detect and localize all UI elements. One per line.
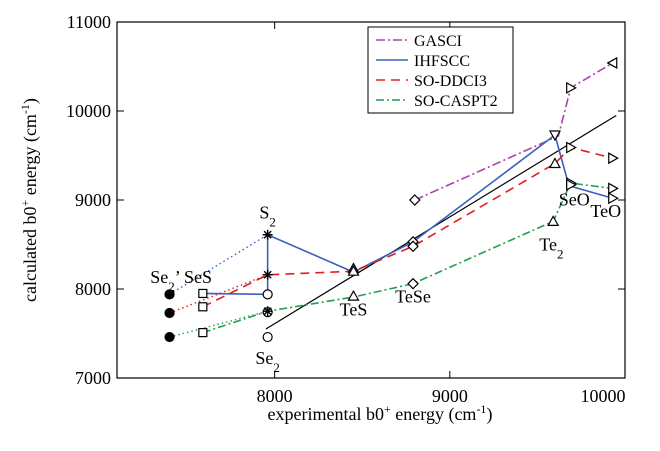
point-label: TeSe: [395, 286, 431, 306]
marker-dot: [164, 289, 175, 300]
axis-ticks: 8000 9000 10000 7000 8000 9000 10000 11000: [66, 12, 626, 406]
y-tick-label: 11000: [67, 12, 111, 32]
marker-square: [198, 328, 208, 338]
x-tick-label: 10000: [581, 386, 626, 406]
y-tick-label: 10000: [66, 101, 111, 121]
marker-star: [262, 229, 273, 240]
point-label: Se2: [255, 348, 280, 375]
legend-label-so-ddci3: SO-DDCI3: [414, 73, 487, 90]
marker-star: [262, 306, 273, 317]
marker-diamond: [407, 240, 419, 253]
legend-label-ihfscc: IHFSCC: [414, 53, 470, 70]
marker-diamond: [408, 194, 421, 206]
marker-uptriangle: [347, 264, 360, 276]
reference-diagonal-line: [265, 114, 617, 330]
legend-box: [367, 26, 514, 114]
y-axis-title: calculated b0+ energy (cm-1): [18, 98, 41, 302]
data-markers: [164, 56, 619, 343]
marker-uptriangle: [547, 215, 560, 226]
series-line-ihfscc: [202, 133, 613, 296]
marker-uptriangle: [347, 289, 360, 301]
legend-label-gasci: GASCI: [414, 33, 462, 50]
marker-rtriangle: [566, 141, 577, 154]
point-label: S2: [259, 203, 276, 230]
marker-square: [198, 288, 208, 299]
marker-diamond: [407, 277, 419, 290]
marker-square: [198, 302, 208, 312]
series-line-so-ddci3: [202, 146, 613, 308]
marker-star: [262, 269, 273, 280]
series-line-gasci: [414, 62, 614, 201]
marker-dot: [164, 331, 175, 343]
point-label: Te2: [539, 235, 563, 261]
marker-rtriangle: [608, 182, 619, 195]
x-tick-label: 9000: [432, 386, 468, 406]
x-axis-title: experimental b0+ energy (cm-1): [268, 402, 493, 425]
dotted-link: [169, 234, 269, 295]
y-tick-label: 8000: [75, 279, 111, 299]
marker-rtriangle: [608, 152, 619, 165]
y-tick-label: 9000: [75, 190, 111, 210]
marker-rtriangle: [566, 81, 577, 94]
y-tick-label: 7000: [75, 368, 111, 388]
marker-dot: [164, 307, 175, 319]
marker-uptriangle: [548, 157, 561, 169]
marker-rtriangle: [608, 192, 619, 205]
point-label: SeO: [559, 189, 590, 209]
x-tick-label: 8000: [257, 386, 293, 406]
point-label: TeS: [340, 300, 368, 320]
marker-circle: [262, 289, 273, 300]
point-label: TeO: [590, 201, 621, 221]
point-label: Se2’ SeS: [150, 267, 212, 294]
dotted-link: [169, 310, 268, 338]
marker-downtriangle: [548, 130, 561, 142]
legend: GASCI IHFSCC SO-DDCI3 SO-CASPT2: [367, 26, 514, 114]
reference-line: [265, 114, 617, 330]
marker-circle: [262, 331, 273, 343]
dotted-links: [169, 234, 269, 338]
legend-label-so-caspt2: SO-CASPT2: [414, 93, 498, 110]
marker-rtriangle: [566, 178, 577, 191]
marker-ltriangle: [606, 56, 618, 69]
